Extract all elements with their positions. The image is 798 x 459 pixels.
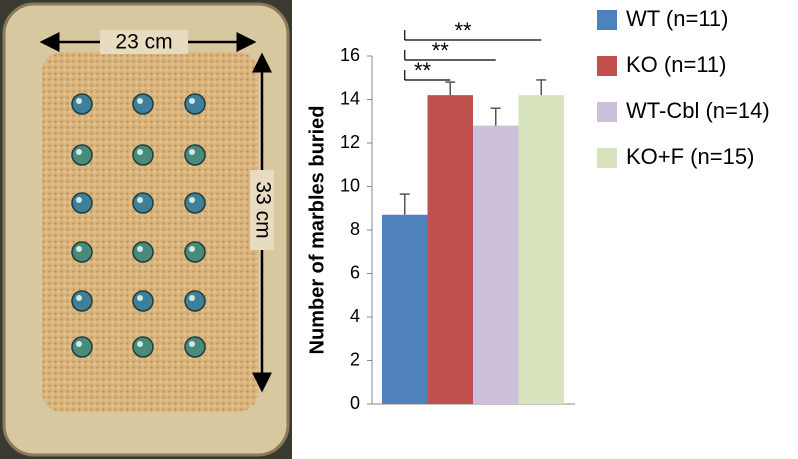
marble xyxy=(71,192,93,214)
marble xyxy=(71,144,93,166)
legend-label: KO (n=11) xyxy=(626,52,726,77)
marble xyxy=(71,93,93,115)
marble xyxy=(132,192,154,214)
marble xyxy=(184,336,206,358)
legend-label: KO+F (n=15) xyxy=(626,144,754,169)
marble-glint xyxy=(76,246,82,252)
y-tick-label: 6 xyxy=(350,262,360,282)
marble xyxy=(71,290,93,312)
legend-swatch xyxy=(597,148,617,168)
marble-glint xyxy=(137,149,143,155)
legend-label: WT-Cbl (n=14) xyxy=(626,98,770,123)
marble-glint xyxy=(137,341,143,347)
y-tick-label: 14 xyxy=(340,88,360,108)
y-tick-label: 12 xyxy=(340,132,360,152)
marble-glint xyxy=(137,197,143,203)
legend-swatch xyxy=(597,10,617,30)
marble xyxy=(184,93,206,115)
marble xyxy=(132,144,154,166)
bar xyxy=(473,125,519,404)
marble xyxy=(71,336,93,358)
marble xyxy=(132,93,154,115)
marble-glint xyxy=(189,295,195,301)
marbles xyxy=(71,93,206,358)
marble-glint xyxy=(137,246,143,252)
bar xyxy=(427,95,473,405)
significance-label: ** xyxy=(414,58,432,83)
marble xyxy=(71,241,93,263)
label-bg xyxy=(250,170,274,250)
marble-glint xyxy=(189,197,195,203)
marble xyxy=(132,336,154,358)
legend-swatch xyxy=(597,56,617,76)
marble xyxy=(184,144,206,166)
marble-glint xyxy=(137,295,143,301)
y-axis-label: Number of marbles buried xyxy=(306,106,328,355)
legend-label: WT (n=11) xyxy=(626,6,729,31)
photo: 23 cm 33 cm xyxy=(0,0,292,459)
significance-label: ** xyxy=(454,18,472,43)
marble xyxy=(184,290,206,312)
bar xyxy=(518,95,564,405)
significance-label: ** xyxy=(432,38,450,63)
y-tick-label: 0 xyxy=(350,393,360,413)
height-label: 33 cm xyxy=(251,181,274,238)
y-tick-label: 10 xyxy=(340,175,360,195)
marble-glint xyxy=(76,295,82,301)
marble-glint xyxy=(189,246,195,252)
y-tick-label: 8 xyxy=(350,219,360,239)
legend-swatch xyxy=(597,102,617,122)
y-tick-label: 16 xyxy=(340,45,360,65)
marble-glint xyxy=(137,98,143,104)
bar xyxy=(382,214,428,404)
marble-glint xyxy=(189,149,195,155)
y-tick-label: 2 xyxy=(350,349,360,369)
marble-glint xyxy=(76,197,82,203)
marble xyxy=(132,290,154,312)
marble-glint xyxy=(76,341,82,347)
marble xyxy=(184,192,206,214)
marble-glint xyxy=(189,98,195,104)
chart: 0 2 4 6 8 10 12 14 16 WT (n=11) KO (n=11) WT-Cbl (n… xyxy=(340,6,770,413)
width-label: 23 cm xyxy=(115,31,172,54)
bedding xyxy=(42,52,258,412)
marble xyxy=(132,241,154,263)
marble xyxy=(184,241,206,263)
y-tick-label: 4 xyxy=(350,306,360,326)
marble-glint xyxy=(76,149,82,155)
marble-glint xyxy=(76,98,82,104)
label-bg xyxy=(100,30,188,54)
marble-glint xyxy=(189,341,195,347)
